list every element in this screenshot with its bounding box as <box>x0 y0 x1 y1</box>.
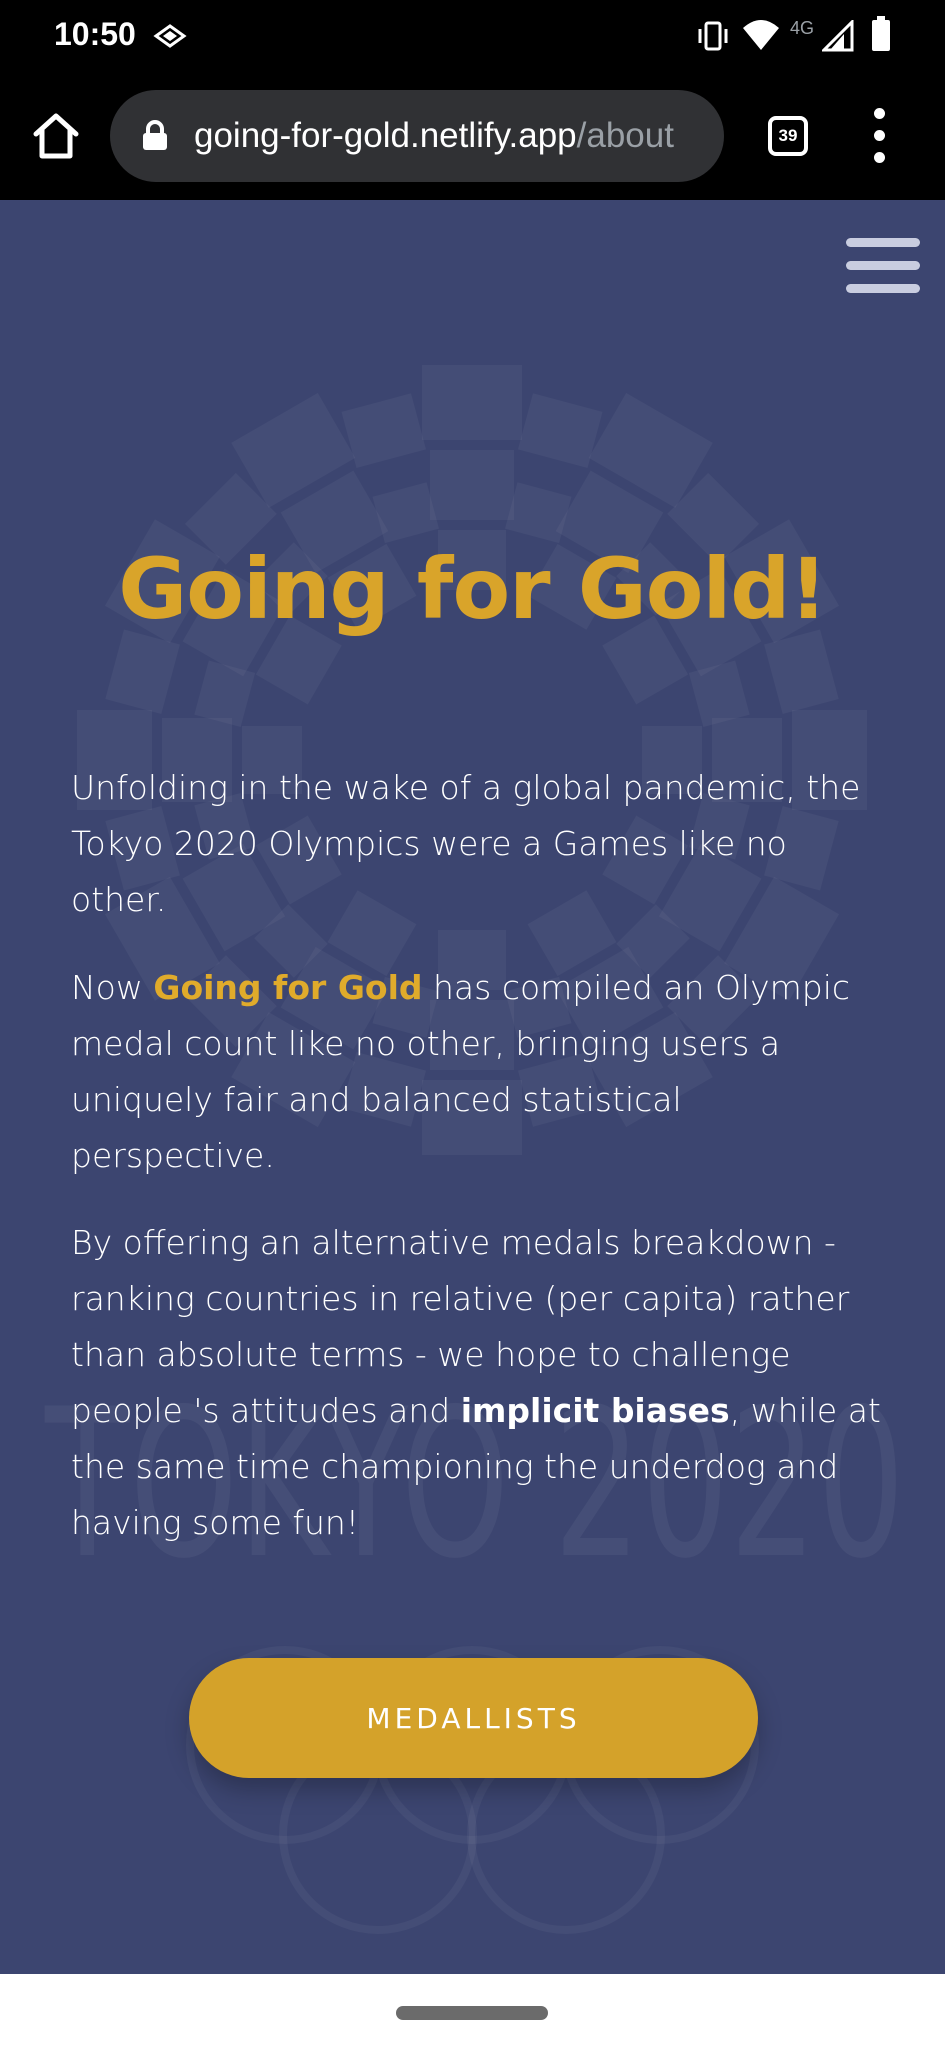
home-icon[interactable] <box>30 110 82 162</box>
page-title: Going for Gold! <box>118 540 827 638</box>
battery-icon <box>872 16 890 51</box>
paragraph-text: By offering an alternative medals breakd… <box>71 1223 850 1430</box>
status-time: 10:50 <box>54 16 136 52</box>
paragraph-text: , while at the same time championing the… <box>71 1391 881 1542</box>
status-bar: 10:50 4G <box>0 0 945 72</box>
system-navigation-bar <box>0 1974 945 2048</box>
overflow-menu-icon[interactable] <box>868 108 892 164</box>
network-type-label: 4G <box>790 18 815 38</box>
brand-highlight: Going for Gold <box>153 968 423 1007</box>
url-path: /about <box>576 116 674 155</box>
lock-icon <box>143 120 167 150</box>
bold-highlight: implicit biases <box>460 1391 730 1430</box>
hamburger-menu-icon[interactable] <box>846 238 920 294</box>
url-host: going-for-gold.netlify.app <box>194 116 577 155</box>
medallists-button[interactable]: MEDALLISTS <box>189 1658 758 1778</box>
data-saver-icon <box>153 24 187 48</box>
paragraph-text: has compiled an Olympic medal count like… <box>71 968 851 1175</box>
url-text: going-for-gold.netlify.app/about <box>194 114 704 158</box>
wifi-icon <box>743 20 779 50</box>
tab-count: 39 <box>778 126 798 145</box>
paragraph-text: Now <box>71 968 154 1007</box>
home-gesture-handle[interactable] <box>396 2006 548 2020</box>
about-page: TOKYO 2020 Going for Gold! Unfolding in … <box>0 200 945 1974</box>
browser-toolbar: going-for-gold.netlify.app/about 39 <box>0 72 945 200</box>
intro-paragraph: Unfolding in the wake of a global pandem… <box>71 768 861 919</box>
mission-paragraph: By offering an alternative medals breakd… <box>71 1215 881 1551</box>
cell-signal-icon <box>822 20 854 52</box>
watermark-text: TOKYO 2020 <box>44 1390 905 1570</box>
vibrate-icon <box>698 21 728 51</box>
tokyo-2020-emblem-watermark <box>77 365 867 1934</box>
description-paragraph: Now Going for Gold has compiled an Olymp… <box>71 960 881 1184</box>
address-bar[interactable]: going-for-gold.netlify.app/about <box>110 90 724 182</box>
tab-switcher-button[interactable]: 39 <box>768 116 808 156</box>
svg-text:TOKYO 2020: TOKYO 2020 <box>44 1390 905 1570</box>
